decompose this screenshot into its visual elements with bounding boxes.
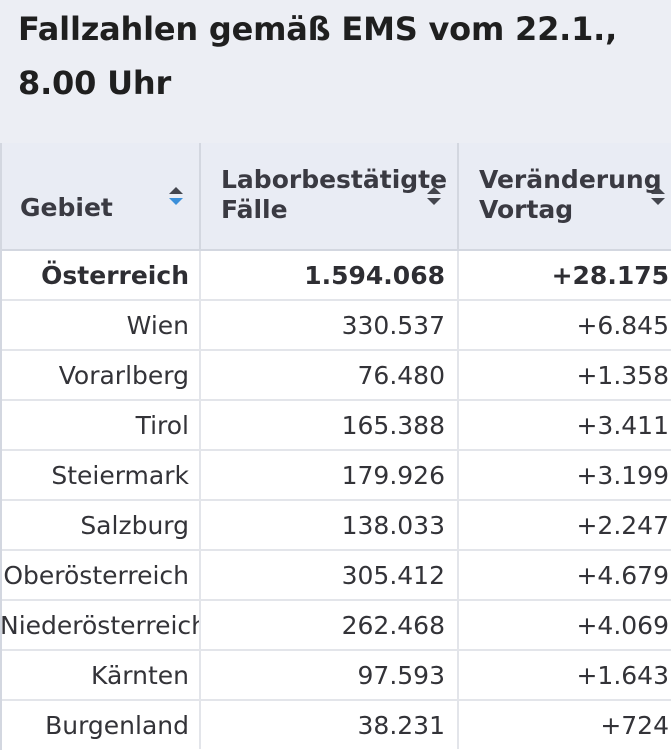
cell-cases: 138.033 bbox=[199, 500, 458, 551]
title-area: Fallzahlen gemäß EMS vom 22.1., 8.00 Uhr bbox=[0, 0, 671, 143]
cell-area: Salzburg bbox=[0, 500, 200, 551]
column-header-change[interactable]: Veränderung Vortag bbox=[457, 143, 671, 251]
cell-cases: 1.594.068 bbox=[199, 250, 458, 301]
cell-area: Kärnten bbox=[0, 650, 200, 701]
cell-change: +3.199 bbox=[457, 450, 671, 501]
column-header-label: Gebiet bbox=[20, 193, 113, 222]
cell-area: Österreich bbox=[0, 250, 200, 301]
table-row-total: Österreich 1.594.068 +28.175 bbox=[0, 250, 671, 301]
cell-change: +4.679 bbox=[457, 550, 671, 601]
cell-cases: 97.593 bbox=[199, 650, 458, 701]
table-row: Tirol 165.388 +3.411 bbox=[0, 400, 671, 451]
cell-area: Burgenland bbox=[45, 710, 189, 740]
cell-cases: 305.412 bbox=[199, 550, 458, 601]
cell-change: +4.069 bbox=[457, 600, 671, 651]
sort-icon[interactable] bbox=[425, 184, 443, 208]
table-row: Kärnten 97.593 +1.643 bbox=[0, 650, 671, 701]
column-header-cases[interactable]: Laborbestätigte Fälle bbox=[199, 143, 458, 251]
header-row: Gebiet Laborbestätigte Fälle Veränderung… bbox=[0, 143, 671, 251]
column-header-label: Laborbestätigte Fälle bbox=[221, 165, 448, 224]
cell-cases: 38.231 bbox=[199, 700, 458, 749]
table-left-border bbox=[0, 143, 2, 750]
column-header-gebiet[interactable]: Gebiet bbox=[0, 143, 200, 251]
cell-cases: 165.388 bbox=[199, 400, 458, 451]
column-header-label: Veränderung Vortag bbox=[479, 165, 662, 224]
table-row: Oberösterreich 305.412 +4.679 bbox=[0, 550, 671, 601]
table-row: Niederösterreich 262.468 +4.069 bbox=[0, 600, 671, 651]
cell-change: +28.175 bbox=[457, 250, 671, 301]
cell-cases: 76.480 bbox=[199, 350, 458, 401]
cell-area: Niederösterreich bbox=[0, 600, 200, 651]
cell-area: Steiermark bbox=[0, 450, 200, 501]
sort-ascending-icon[interactable] bbox=[167, 184, 185, 208]
cell-change: +724 bbox=[457, 700, 671, 749]
cell-change: +2.247 bbox=[457, 500, 671, 551]
table-row: Wien 330.537 +6.845 bbox=[0, 300, 671, 351]
table-row: Vorarlberg 76.480 +1.358 bbox=[0, 350, 671, 401]
case-table: Gebiet Laborbestätigte Fälle Veränderung… bbox=[0, 143, 671, 749]
cell-area: Wien bbox=[0, 300, 200, 351]
cell-change: +6.845 bbox=[457, 300, 671, 351]
cell-cases: 262.468 bbox=[199, 600, 458, 651]
cell-area: Oberösterreich bbox=[0, 550, 200, 601]
cell-area: Tirol bbox=[0, 400, 200, 451]
cell-change: +1.358 bbox=[457, 350, 671, 401]
cell-cases: 330.537 bbox=[199, 300, 458, 351]
cell-change: +3.411 bbox=[457, 400, 671, 451]
sort-icon[interactable] bbox=[649, 184, 667, 208]
table-row: Burgenland 38.231 +724 bbox=[0, 700, 671, 749]
cell-cases: 179.926 bbox=[199, 450, 458, 501]
table-row: Steiermark 179.926 +3.199 bbox=[0, 450, 671, 501]
cell-area: Vorarlberg bbox=[0, 350, 200, 401]
table-title: Fallzahlen gemäß EMS vom 22.1., 8.00 Uhr bbox=[18, 10, 618, 102]
cell-change: +1.643 bbox=[457, 650, 671, 701]
table-row: Salzburg 138.033 +2.247 bbox=[0, 500, 671, 551]
